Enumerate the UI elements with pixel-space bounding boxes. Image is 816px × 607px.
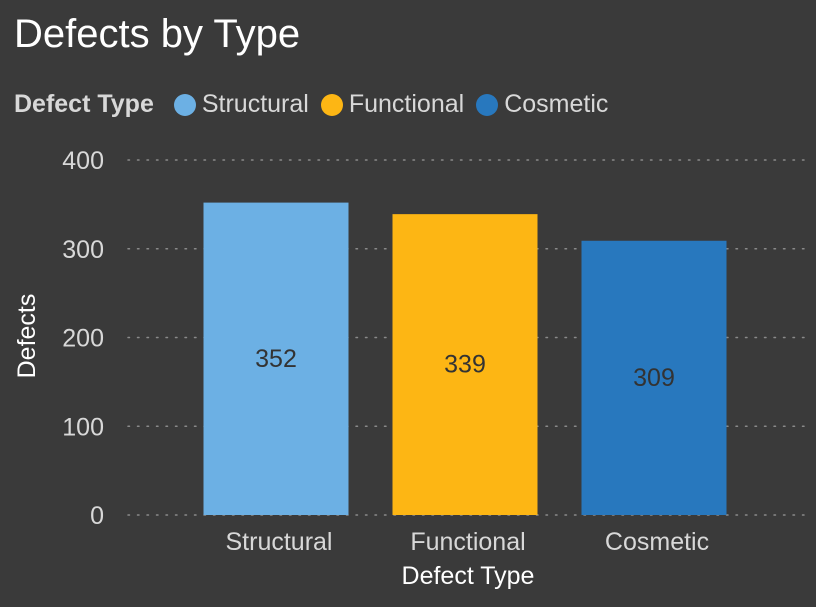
- data-label-functional: 339: [444, 351, 486, 379]
- x-tick-label-functional: Functional: [410, 528, 525, 556]
- legend-item-functional[interactable]: Functional: [320, 90, 465, 118]
- legend-item-cosmetic[interactable]: Cosmetic: [476, 92, 608, 117]
- y-tick-label: 300: [62, 236, 104, 264]
- bars: 352 339 309: [203, 202, 727, 515]
- y-axis-title: Defects: [13, 294, 41, 379]
- bar-structural[interactable]: [203, 202, 349, 515]
- legend: Defect Type Structural Functional Cosmet…: [14, 92, 620, 117]
- legend-title: Defect Type: [14, 90, 154, 118]
- legend-marker-functional: [320, 93, 343, 116]
- x-tick-label-structural: Structural: [226, 528, 333, 556]
- legend-label-functional: Functional: [348, 90, 465, 118]
- data-label-structural: 352: [255, 345, 297, 373]
- legend-marker-structural: [173, 93, 196, 116]
- legend-label-cosmetic: Cosmetic: [504, 90, 609, 118]
- y-tick-label: 400: [62, 147, 104, 175]
- x-axis-ticks: Structural Functional Cosmetic: [226, 528, 710, 556]
- x-axis-title: Defect Type: [402, 562, 535, 590]
- bar-cosmetic[interactable]: [581, 240, 727, 515]
- legend-item-structural[interactable]: Structural: [173, 90, 309, 118]
- y-tick-label: 0: [90, 502, 104, 530]
- legend-marker-cosmetic: [476, 93, 499, 116]
- chart-title: Defects by Type: [14, 12, 301, 56]
- y-axis-ticks: 0 100 200 300 400: [62, 147, 104, 530]
- y-tick-label: 100: [62, 413, 104, 441]
- data-label-cosmetic: 309: [633, 364, 675, 392]
- bar-functional[interactable]: [392, 214, 538, 515]
- legend-label-structural: Structural: [201, 90, 309, 118]
- x-tick-label-cosmetic: Cosmetic: [605, 528, 709, 556]
- y-tick-label: 200: [62, 325, 104, 353]
